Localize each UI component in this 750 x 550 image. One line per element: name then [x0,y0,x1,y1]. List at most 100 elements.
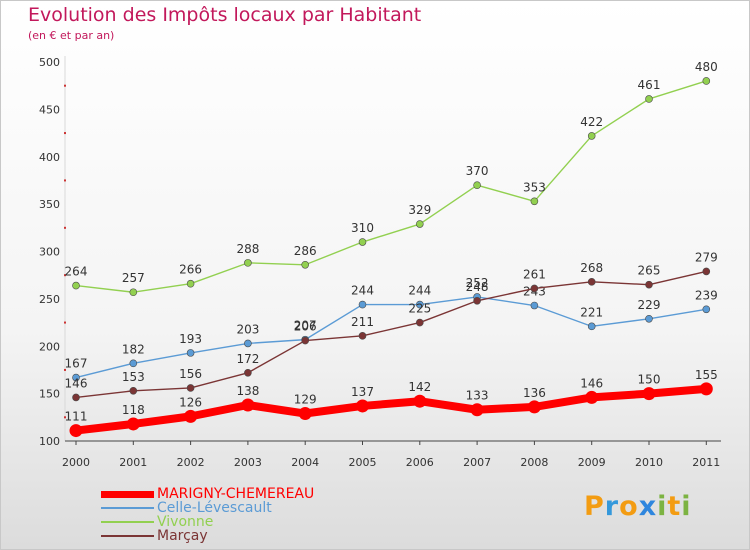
data-label: 422 [580,115,603,129]
data-point [69,424,83,438]
data-label: 137 [351,385,374,399]
data-label: 126 [179,395,202,409]
data-label: 155 [695,368,718,382]
x-tick-label: 2001 [119,456,147,469]
y-tick-label: 450 [39,103,60,116]
legend-swatch [101,507,154,509]
data-point [530,197,539,206]
data-label: 329 [408,203,431,217]
x-tick-label: 2002 [177,456,205,469]
data-point [72,373,80,382]
data-point [129,359,138,368]
data-label: 268 [580,261,603,275]
y-minor-tick [64,84,66,87]
data-point [244,259,252,267]
data-label: 480 [695,60,718,74]
y-minor-tick [64,226,66,229]
data-point [645,280,653,289]
data-label: 129 [294,393,317,407]
data-label: 138 [236,384,259,398]
data-label: 156 [179,367,202,381]
data-point [415,220,424,228]
legend-label: Marçay [157,528,208,544]
data-label: 153 [122,370,145,384]
x-tick-label: 2007 [463,456,491,469]
y-tick-label: 400 [39,151,60,164]
data-label: 252 [466,276,489,290]
series-line [75,296,707,379]
legend-swatch [101,490,154,498]
data-point [702,77,711,85]
legend-label: Vivonne [157,514,214,530]
data-label: 111 [65,410,88,424]
data-point [702,267,711,276]
data-label: 264 [65,265,88,279]
data-label: 244 [351,284,374,298]
series-line [72,384,711,435]
series-line [75,270,707,399]
data-point [585,390,599,404]
logo-letter: i [681,491,692,522]
data-point [473,181,481,189]
data-point [301,260,310,269]
data-label: 146 [580,376,603,390]
legend: MARIGNY-CHEMEREAU Celle-Lévescault Vivonne… [101,487,314,543]
data-label: 370 [466,164,489,178]
data-label: 211 [351,315,374,329]
y-tick-label: 300 [39,246,60,259]
legend-item: Vivonne [101,515,314,529]
data-point [186,384,195,392]
y-minor-tick [64,179,66,182]
data-label: 265 [638,264,661,278]
series-2: 264 257 266 288 286 310 329 370 353 422 461 480 [65,60,718,297]
data-point [358,238,367,246]
logo-letter: x [638,491,658,522]
data-point [530,301,539,310]
data-label: 150 [638,373,661,387]
data-point [241,398,255,412]
logo-letter: o [619,491,639,522]
data-label: 244 [408,284,431,298]
data-point [415,300,424,309]
data-point [527,400,541,414]
data-point [244,368,252,377]
x-tick-label: 2004 [291,456,319,469]
legend-label: Celle-Lévescault [157,500,272,516]
y-tick-label: 250 [39,293,60,306]
series-line [75,80,707,293]
data-point [129,386,138,395]
data-label: 167 [65,357,88,371]
legend-swatch [101,521,154,523]
data-point [642,387,656,401]
data-point [184,409,198,423]
x-tick-label: 2005 [349,456,377,469]
data-point [415,318,424,327]
data-point [358,300,367,309]
legend-swatch [101,535,154,537]
y-minor-tick [64,274,66,277]
chart-subtitle: (en € et par an) [28,29,115,42]
x-tick-label: 2003 [234,456,262,469]
data-point [356,399,369,413]
data-point [645,314,653,323]
data-point [126,417,140,431]
data-label: 288 [236,242,259,256]
y-tick-label: 500 [39,56,60,69]
data-label: 146 [65,376,88,390]
x-tick-label: 2008 [520,456,548,469]
data-label: 239 [695,288,718,302]
logo-letter: P [584,491,605,522]
data-point [587,278,596,286]
data-point [702,305,711,314]
data-point [470,403,484,417]
chart-title: Evolution des Impôts locaux par Habitant [28,4,422,26]
data-label: 206 [294,320,317,334]
data-label: 221 [580,305,603,319]
series-0: 111 118 126 138 129 137 142 133 136 146 150 155 [65,368,718,438]
data-point [244,339,252,348]
legend-label: MARIGNY-CHEMEREAU [157,486,315,502]
data-label: 203 [236,322,259,336]
data-point [358,332,367,340]
